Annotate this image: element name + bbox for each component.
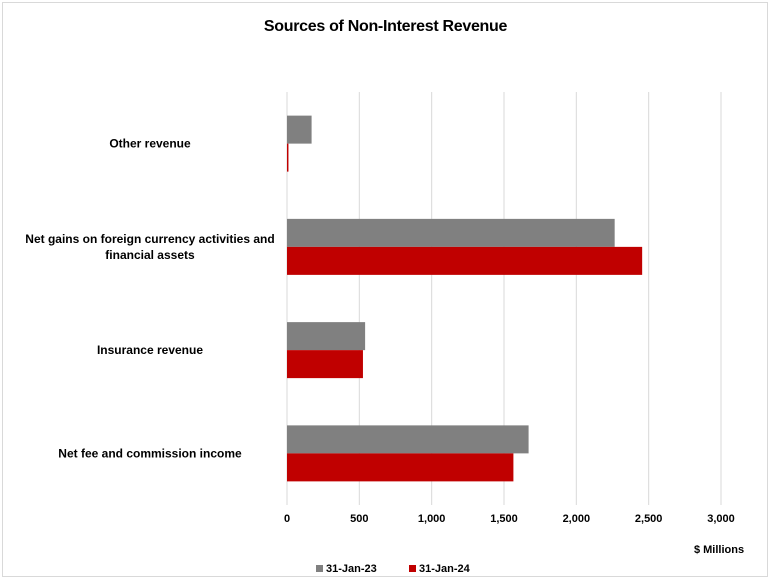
- bar-31-Jan-23-1: [287, 218, 615, 247]
- legend-label-0: 31-Jan-23: [326, 563, 377, 575]
- x-tick-label: 500: [350, 513, 368, 525]
- bar-31-Jan-23-0: [287, 115, 312, 144]
- x-axis-unit-label: $ Millions: [694, 544, 744, 556]
- x-tick-label: 2,000: [563, 513, 591, 525]
- chart-title: Sources of Non-Interest Revenue: [263, 18, 508, 35]
- legend-swatch-0: [316, 565, 323, 572]
- legend-swatch-1: [409, 565, 416, 572]
- x-tick-label: 1,000: [418, 513, 446, 525]
- category-label-1: Net gains on foreign currency activities…: [25, 232, 274, 262]
- x-tick-label: 3,000: [707, 513, 735, 525]
- legend-label-1: 31-Jan-24: [419, 563, 471, 575]
- category-label-2: Insurance revenue: [97, 343, 203, 357]
- x-tick-label: 1,500: [490, 513, 518, 525]
- x-tick-label: 2,500: [635, 513, 663, 525]
- bar-31-Jan-23-2: [287, 322, 366, 351]
- category-label-0: Other revenue: [109, 137, 191, 151]
- bar-31-Jan-23-3: [287, 425, 529, 454]
- bar-31-Jan-24-3: [287, 453, 514, 482]
- x-tick-label: 0: [284, 513, 290, 525]
- bar-31-Jan-24-1: [287, 246, 643, 275]
- bar-31-Jan-24-0: [287, 143, 289, 172]
- category-label-3: Net fee and commission income: [58, 446, 242, 460]
- bar-31-Jan-24-2: [287, 350, 363, 379]
